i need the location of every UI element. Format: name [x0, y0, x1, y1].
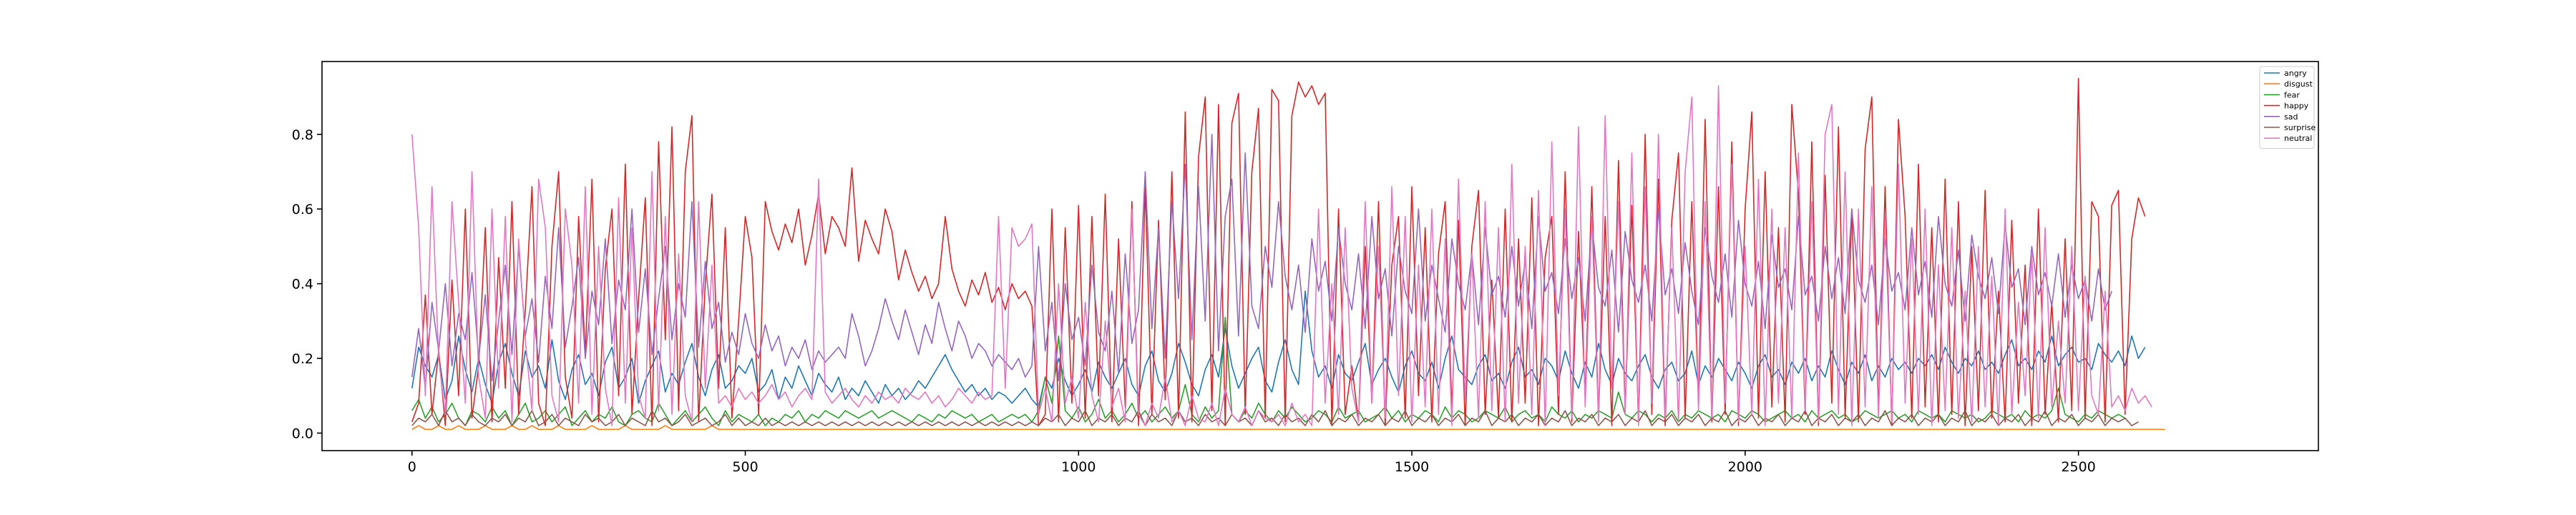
legend-label-neutral: neutral: [2284, 134, 2312, 143]
y-tick-label: 0.2: [292, 351, 313, 367]
x-tick-label: 1500: [1395, 459, 1429, 475]
legend-label-angry: angry: [2284, 69, 2307, 78]
series-layer: [411, 77, 2165, 431]
x-tick-label: 500: [732, 459, 758, 475]
legend-label-happy: happy: [2284, 102, 2309, 111]
plot-frame: [321, 61, 2319, 451]
series-line-happy: [411, 77, 2146, 426]
y-tick-label: 0.8: [292, 127, 313, 143]
y-tick-label: 0.6: [292, 202, 313, 217]
x-tick-label: 0: [408, 459, 416, 475]
y-tick-label: 0.0: [292, 426, 313, 441]
x-tick-label: 1000: [1061, 459, 1096, 475]
y-tick-label: 0.4: [292, 277, 313, 293]
axes-layer: 0 500 1000 1500 2000 2500 0.0 0.2 0.4 0.6 0.8: [292, 61, 2319, 475]
series-line-surprise: [411, 410, 2139, 426]
legend-label-sad: sad: [2284, 112, 2298, 122]
series-line-disgust: [411, 425, 2165, 431]
x-tick-label: 2000: [1728, 459, 1762, 475]
legend-label-surprise: surprise: [2284, 123, 2316, 132]
series-line-fear: [411, 316, 2126, 426]
legend-label-fear: fear: [2284, 90, 2300, 99]
x-tick-label: 2500: [2061, 459, 2095, 475]
series-line-sad: [411, 134, 2112, 389]
legend-label-disgust: disgust: [2284, 79, 2313, 89]
series-line-neutral: [411, 85, 2152, 426]
